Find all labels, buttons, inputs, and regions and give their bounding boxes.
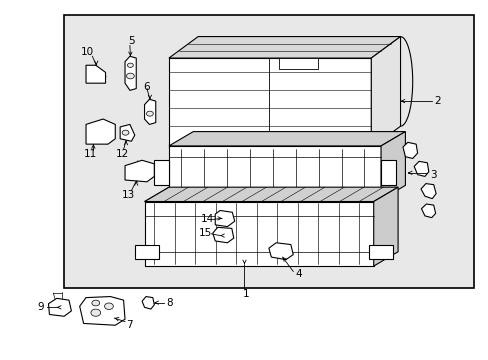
Text: 13: 13: [122, 190, 135, 200]
Polygon shape: [268, 243, 293, 260]
Polygon shape: [154, 160, 168, 185]
Polygon shape: [144, 202, 373, 266]
Polygon shape: [135, 244, 159, 259]
Polygon shape: [48, 298, 71, 316]
Polygon shape: [142, 297, 154, 309]
Polygon shape: [380, 132, 405, 200]
Text: 12: 12: [116, 149, 129, 159]
Polygon shape: [168, 58, 370, 148]
Polygon shape: [368, 244, 392, 259]
Bar: [64, 15, 473, 288]
Text: 4: 4: [295, 269, 302, 279]
Circle shape: [91, 309, 101, 316]
Polygon shape: [144, 99, 156, 125]
Polygon shape: [421, 204, 435, 218]
Polygon shape: [168, 37, 400, 58]
Polygon shape: [80, 297, 125, 325]
Polygon shape: [212, 227, 233, 243]
Polygon shape: [373, 187, 397, 266]
Text: 14: 14: [200, 214, 213, 224]
Polygon shape: [402, 142, 417, 158]
Circle shape: [122, 130, 129, 135]
Polygon shape: [380, 160, 395, 185]
Text: 6: 6: [143, 82, 150, 92]
Text: 15: 15: [199, 228, 212, 238]
Text: 5: 5: [128, 36, 134, 46]
Text: 10: 10: [80, 47, 93, 57]
Polygon shape: [215, 211, 234, 226]
Polygon shape: [86, 65, 105, 83]
Circle shape: [126, 73, 134, 79]
Circle shape: [92, 300, 100, 306]
Circle shape: [104, 303, 113, 310]
Polygon shape: [120, 125, 135, 141]
Polygon shape: [420, 184, 435, 199]
Polygon shape: [168, 146, 380, 200]
Polygon shape: [125, 56, 136, 90]
Polygon shape: [168, 132, 405, 146]
Text: 1: 1: [242, 289, 249, 299]
Text: 9: 9: [37, 302, 44, 312]
Text: 3: 3: [429, 170, 436, 180]
Polygon shape: [86, 119, 115, 144]
Bar: [278, 58, 317, 69]
Circle shape: [146, 111, 153, 116]
Polygon shape: [413, 161, 428, 176]
Text: 11: 11: [84, 149, 97, 159]
Text: 7: 7: [126, 320, 133, 329]
Text: 2: 2: [433, 96, 440, 106]
Polygon shape: [144, 187, 397, 202]
Polygon shape: [125, 160, 154, 182]
Text: 8: 8: [166, 298, 173, 308]
Polygon shape: [370, 37, 400, 148]
Circle shape: [127, 63, 133, 67]
